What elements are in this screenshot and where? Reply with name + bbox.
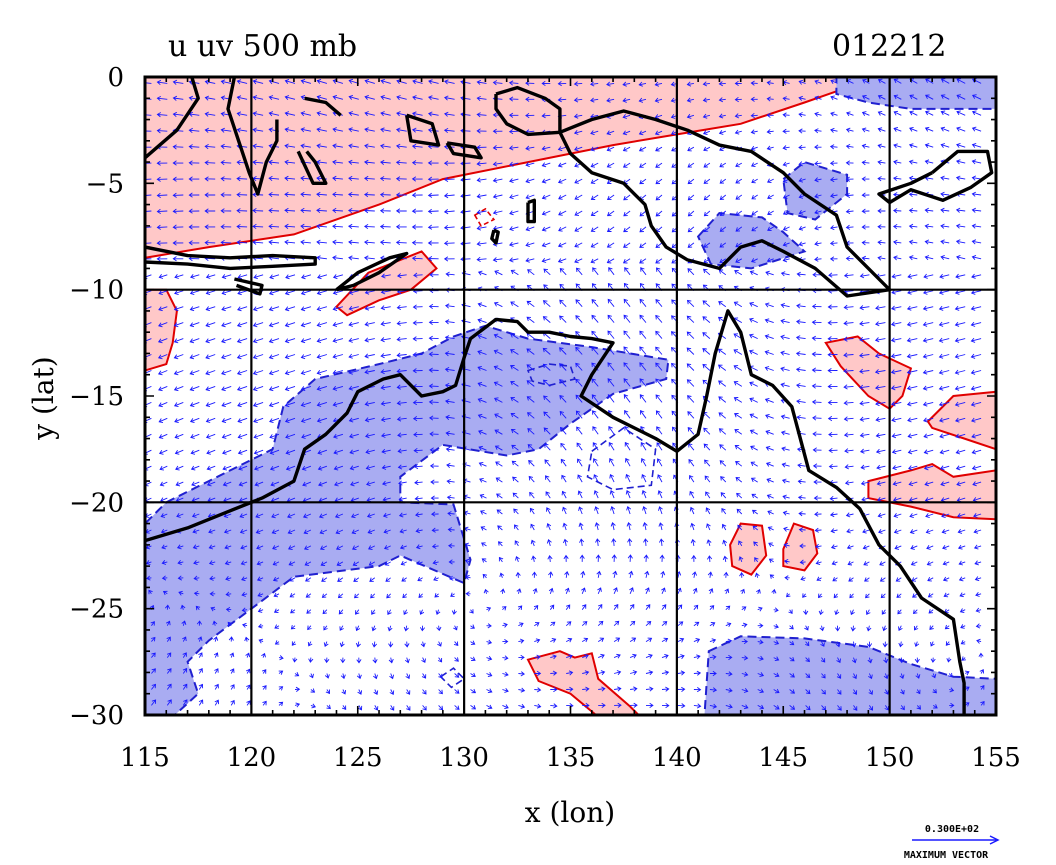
y-tick-label: 0 bbox=[107, 63, 124, 93]
plot-area bbox=[145, 77, 996, 715]
coastline-6 bbox=[405, 113, 441, 147]
positive-anomaly-region-8 bbox=[782, 522, 819, 572]
y-tick-label: −25 bbox=[69, 595, 124, 625]
positive-anomaly-region-3 bbox=[335, 250, 438, 317]
x-tick-label: 150 bbox=[865, 743, 915, 773]
coastline-4 bbox=[304, 96, 342, 117]
positive-contour-line-1 bbox=[473, 207, 496, 227]
reference-vector-arrowhead bbox=[989, 835, 1000, 845]
coastline-2 bbox=[145, 77, 200, 160]
coastline-11 bbox=[234, 277, 264, 296]
tick-marks bbox=[144, 76, 997, 716]
x-tick-label: 135 bbox=[546, 743, 596, 773]
coastline-7 bbox=[445, 141, 483, 160]
x-tick-label: 130 bbox=[439, 743, 489, 773]
negative-contour-line-2 bbox=[586, 426, 657, 491]
positive-anomaly-region-9 bbox=[526, 650, 641, 715]
positive-anomaly-layer bbox=[145, 77, 996, 715]
negative-contour-line-1 bbox=[526, 363, 576, 387]
y-axis-label: y (lat) bbox=[27, 356, 60, 440]
negative-anomaly-region-2 bbox=[782, 160, 849, 221]
coastline-14 bbox=[526, 198, 536, 224]
negative-anomaly-region-5 bbox=[703, 635, 996, 715]
map-title: u uv 500 mb bbox=[168, 29, 357, 64]
x-tick-label: 125 bbox=[333, 743, 383, 773]
coastline-10 bbox=[145, 245, 317, 271]
y-tick-labels: 0 −5 −10 −15 −20 −25 −30 bbox=[69, 63, 124, 731]
lat-lon-grid bbox=[145, 77, 996, 715]
coastline-12 bbox=[335, 251, 409, 292]
x-tick-label: 145 bbox=[758, 743, 808, 773]
x-tick-label: 140 bbox=[652, 743, 702, 773]
axis-ticks bbox=[144, 76, 997, 716]
coastline-layer bbox=[145, 77, 994, 715]
coastline-3 bbox=[226, 77, 279, 196]
y-tick-label: −30 bbox=[69, 701, 124, 731]
reference-vector-value: 0.300E+02 bbox=[925, 824, 979, 835]
reference-vector-legend: 0.300E+02 MAXIMUM VECTOR bbox=[904, 824, 1000, 861]
coastline-1 bbox=[145, 309, 966, 715]
x-tick-label: 120 bbox=[227, 743, 277, 773]
dashed-contour-layer bbox=[439, 207, 657, 689]
y-tick-label: −10 bbox=[69, 276, 124, 306]
coastline-9 bbox=[558, 109, 892, 298]
date-code: 012212 bbox=[832, 29, 947, 64]
x-tick-labels: 115 120 125 130 135 140 145 150 155 bbox=[120, 743, 1021, 773]
coastline-15 bbox=[490, 228, 500, 245]
negative-anomaly-region-1 bbox=[835, 77, 996, 110]
coastline-13 bbox=[877, 149, 994, 205]
negative-anomaly-region-3 bbox=[696, 212, 807, 270]
x-axis-label: x (lon) bbox=[525, 796, 615, 829]
negative-contour-line-3 bbox=[439, 667, 466, 689]
negative-anomaly-layer bbox=[145, 77, 996, 715]
x-tick-label: 155 bbox=[971, 743, 1021, 773]
reference-vector-caption: MAXIMUM VECTOR bbox=[904, 850, 989, 861]
coastline-5 bbox=[296, 150, 328, 186]
y-tick-label: −20 bbox=[69, 488, 124, 518]
negative-anomaly-region-4 bbox=[145, 324, 670, 715]
x-tick-label: 115 bbox=[120, 743, 170, 773]
y-tick-label: −5 bbox=[86, 169, 124, 199]
y-tick-label: −15 bbox=[69, 382, 124, 412]
